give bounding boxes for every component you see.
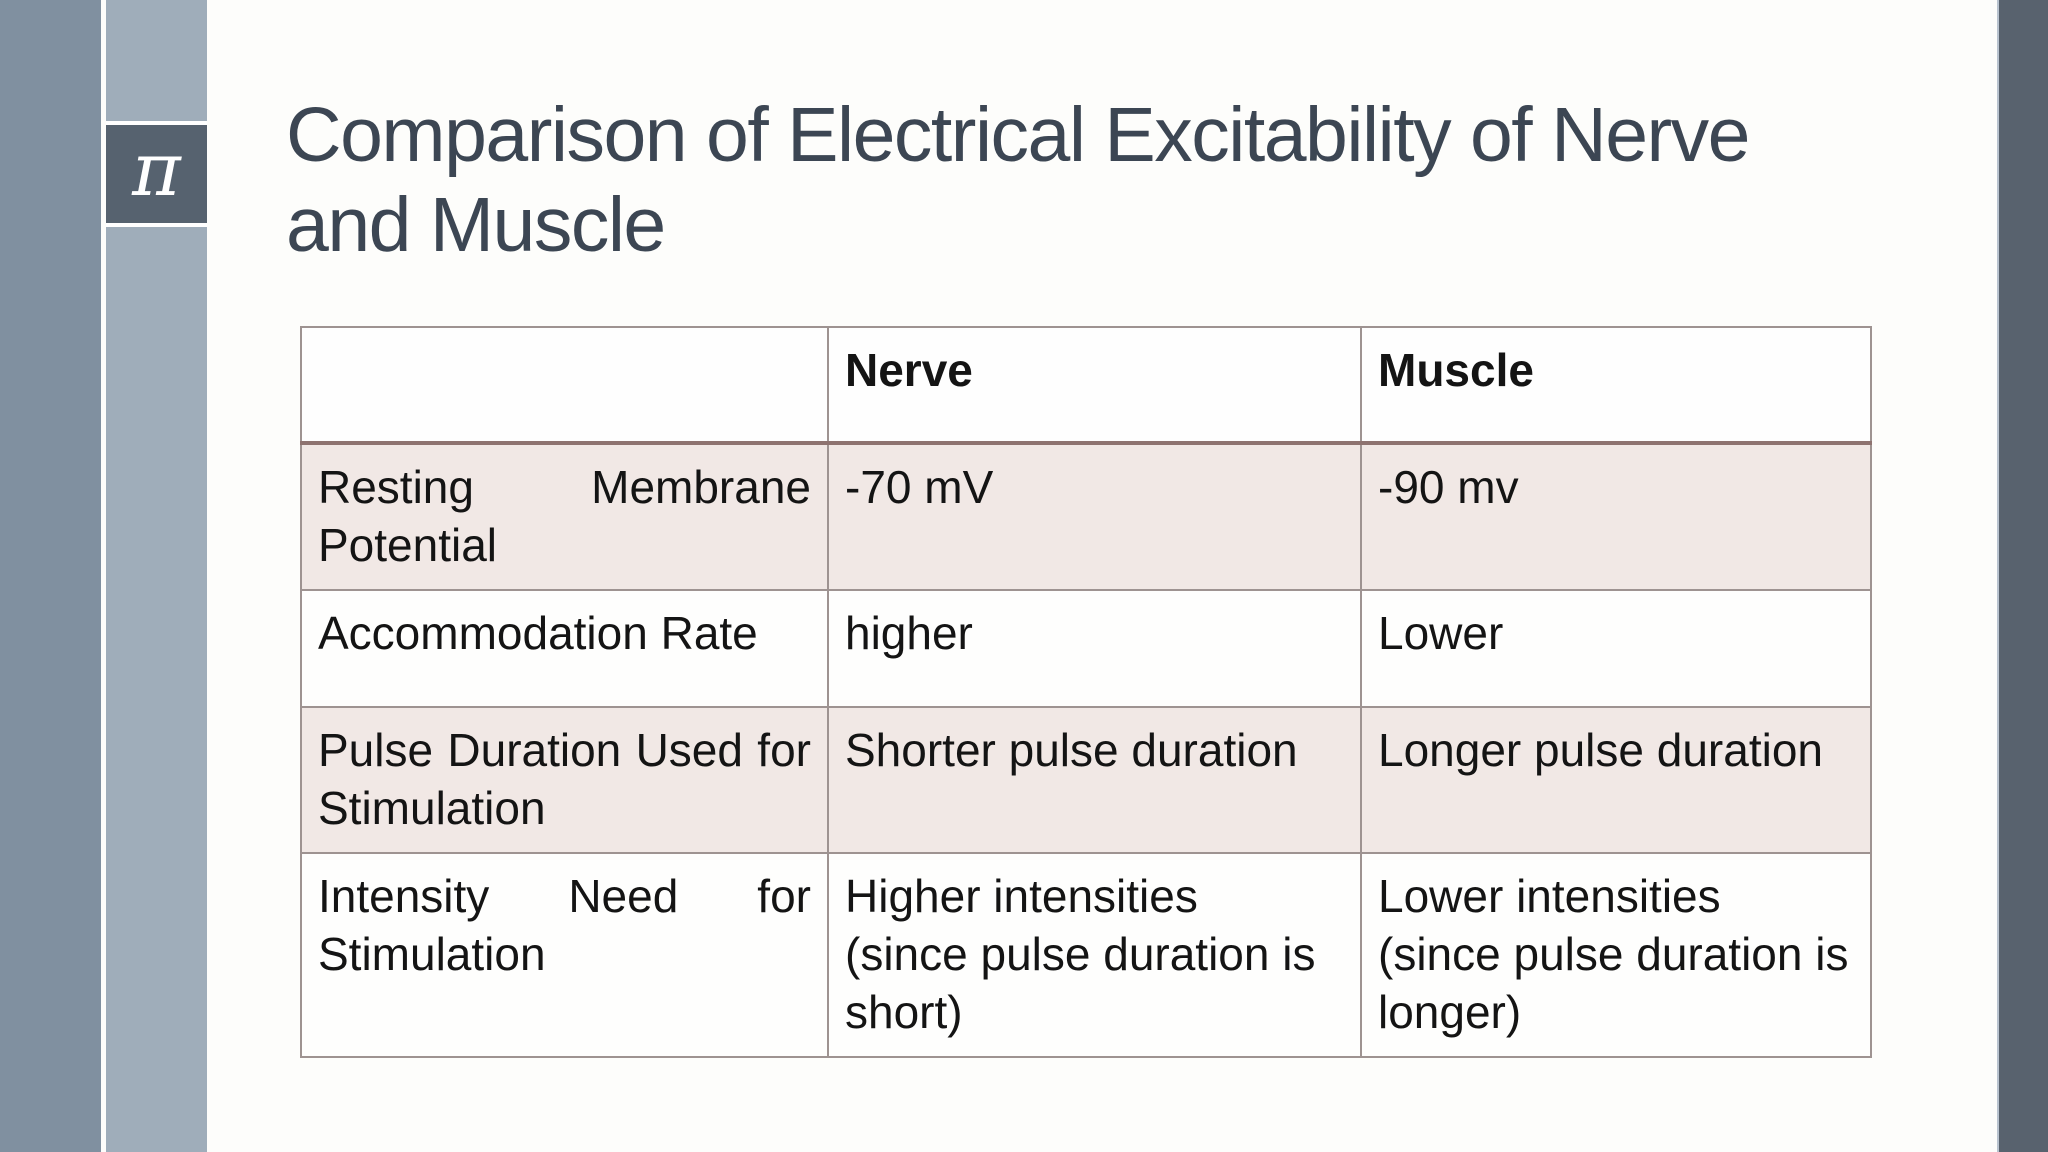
table-row-intensity-need: Intensity Need for Stimulation Higher in… bbox=[300, 851, 1872, 1058]
muscle-value: Longer pulse duration bbox=[1360, 705, 1872, 854]
row-label: Resting Membrane Potential bbox=[300, 442, 829, 591]
nerve-value: -70 mV bbox=[827, 442, 1362, 591]
right-sidebar-strip bbox=[1997, 0, 2048, 1152]
muscle-value: Lower intensities (since pulse duration … bbox=[1360, 851, 1872, 1058]
nerve-value: Higher intensities (since pulse duration… bbox=[827, 851, 1362, 1058]
nerve-value: higher bbox=[827, 588, 1362, 708]
table-row-accommodation-rate: Accommodation Rate higher Lower bbox=[300, 588, 1872, 708]
nerve-value: Shorter pulse duration bbox=[827, 705, 1362, 854]
left-sidebar-strip bbox=[0, 0, 101, 1152]
header-cell-empty bbox=[300, 326, 829, 445]
table-row-pulse-duration: Pulse Duration Used for Stimulation Shor… bbox=[300, 705, 1872, 854]
row-label: Intensity Need for Stimulation bbox=[300, 851, 829, 1058]
table-header-row: Nerve Muscle bbox=[300, 326, 1872, 445]
row-label: Pulse Duration Used for Stimulation bbox=[300, 705, 829, 854]
row-label: Accommodation Rate bbox=[300, 588, 829, 708]
comparison-table: Nerve Muscle Resting Membrane Potential … bbox=[300, 326, 1872, 1058]
slide-title: Comparison of Electrical Excitability of… bbox=[286, 91, 1751, 268]
comparison-table-container: Nerve Muscle Resting Membrane Potential … bbox=[300, 326, 1872, 1058]
muscle-value: -90 mv bbox=[1360, 442, 1872, 591]
pi-symbol-icon: π bbox=[132, 127, 181, 213]
header-cell-muscle: Muscle bbox=[1360, 326, 1872, 445]
table-row-resting-membrane-potential: Resting Membrane Potential -70 mV -90 mv bbox=[300, 442, 1872, 591]
header-cell-nerve: Nerve bbox=[827, 326, 1362, 445]
muscle-value: Lower bbox=[1360, 588, 1872, 708]
pi-logo-box: π bbox=[106, 121, 207, 227]
